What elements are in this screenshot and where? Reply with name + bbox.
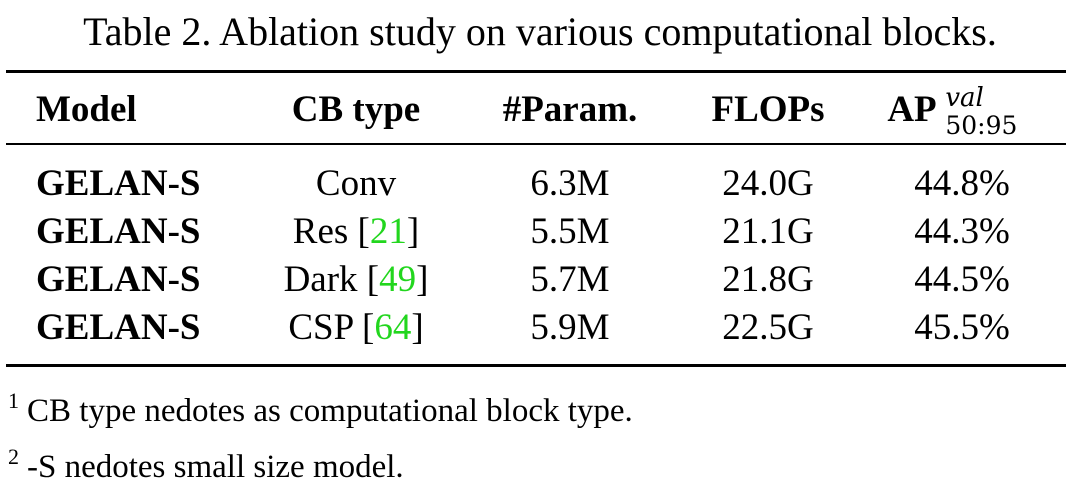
citation-link[interactable]: 21 bbox=[369, 211, 407, 252]
header-ap-superscript: val bbox=[945, 83, 984, 113]
cell-param: 5.5M bbox=[530, 211, 610, 252]
cb-type-name: CSP bbox=[288, 307, 353, 348]
bottom-rule bbox=[6, 364, 1066, 367]
top-rule bbox=[6, 70, 1066, 73]
header-flops: FLOPs bbox=[711, 89, 825, 130]
cell-flops: 22.5G bbox=[722, 307, 814, 348]
cell-model: GELAN-S bbox=[36, 211, 201, 252]
footnotes: 1 CB type nedotes as computational block … bbox=[8, 378, 633, 490]
cell-ap: 44.8% bbox=[914, 163, 1010, 204]
table-row: GELAN-S Res [21] 5.5M 21.1G 44.3% bbox=[0, 208, 1080, 256]
header-rule bbox=[6, 143, 1066, 145]
cell-model: GELAN-S bbox=[36, 163, 201, 204]
cb-type-name: Conv bbox=[315, 163, 397, 204]
footnote-2: 2 -S nedotes small size model. bbox=[8, 434, 633, 490]
cell-flops: 24.0G bbox=[722, 163, 814, 204]
header-ap: AP val 50:95 bbox=[887, 83, 1036, 140]
cell-cb-type: Dark [49] bbox=[283, 259, 429, 300]
cell-flops: 21.1G bbox=[722, 211, 814, 252]
cell-ap: 44.3% bbox=[914, 211, 1010, 252]
table-header-row: Model CB type #Param. FLOPs AP val 50:95 bbox=[0, 83, 1080, 140]
footnote-2-mark: 2 bbox=[8, 444, 19, 469]
cb-type-name: Res bbox=[292, 211, 349, 252]
header-param: #Param. bbox=[502, 89, 638, 130]
header-ap-subscript: 50:95 bbox=[945, 111, 1018, 140]
table-caption: Table 2. Ablation study on various compu… bbox=[83, 9, 997, 54]
cell-cb-type: CSP [64] bbox=[288, 307, 424, 348]
cell-model: GELAN-S bbox=[36, 259, 201, 300]
footnote-1-text: CB type nedotes as computational block t… bbox=[27, 393, 633, 429]
header-cb-type: CB type bbox=[291, 89, 421, 130]
cell-param: 6.3M bbox=[530, 163, 610, 204]
cell-param: 5.9M bbox=[530, 307, 610, 348]
citation-link[interactable]: 64 bbox=[374, 307, 412, 348]
cb-type-name: Dark bbox=[283, 259, 358, 300]
cell-model: GELAN-S bbox=[36, 307, 201, 348]
footnote-1-mark: 1 bbox=[8, 388, 19, 413]
table-row: GELAN-S Conv 6.3M 24.0G 44.8% bbox=[0, 160, 1080, 208]
cell-flops: 21.8G bbox=[722, 259, 814, 300]
citation-link[interactable]: 49 bbox=[379, 259, 417, 300]
footnote-2-text: -S nedotes small size model. bbox=[27, 449, 404, 485]
cell-ap: 44.5% bbox=[914, 259, 1010, 300]
footnote-1: 1 CB type nedotes as computational block … bbox=[8, 378, 633, 434]
table-row: GELAN-S CSP [64] 5.9M 22.5G 45.5% bbox=[0, 304, 1080, 352]
header-model: Model bbox=[36, 89, 137, 130]
cell-ap: 45.5% bbox=[914, 307, 1010, 348]
cell-cb-type: Conv bbox=[316, 160, 396, 208]
header-ap-main: AP bbox=[887, 89, 937, 130]
cell-cb-type: Res [21] bbox=[292, 211, 420, 252]
table-row: GELAN-S Dark [49] 5.7M 21.8G 44.5% bbox=[0, 256, 1080, 304]
cell-param: 5.7M bbox=[530, 259, 610, 300]
